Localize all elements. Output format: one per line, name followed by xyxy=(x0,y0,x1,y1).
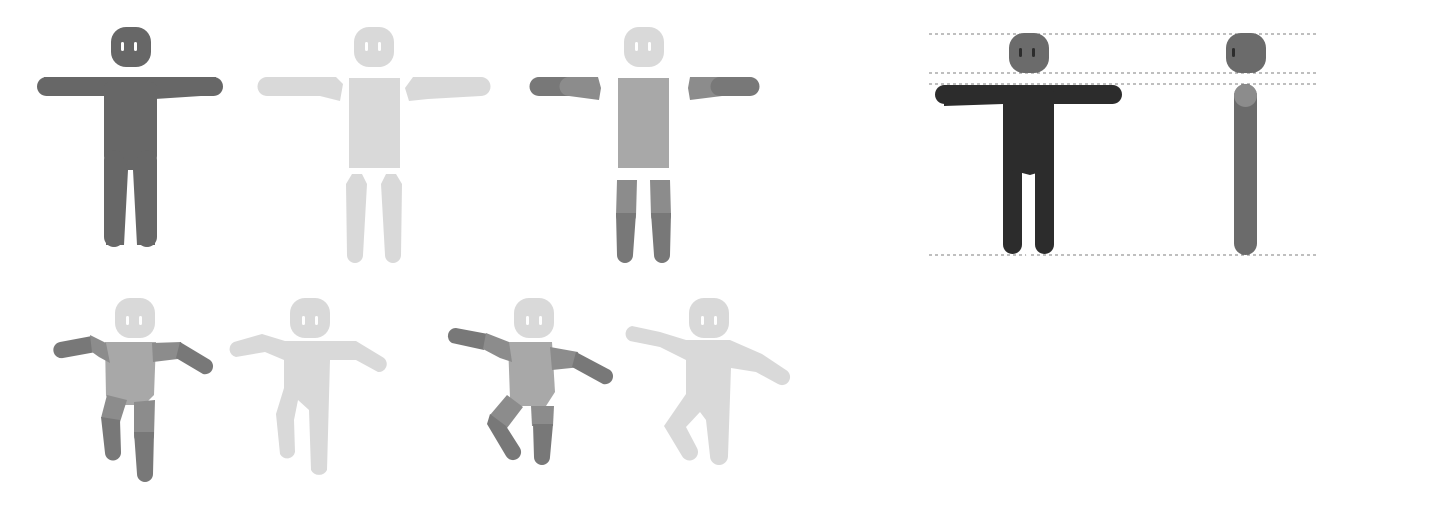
body xyxy=(625,326,791,465)
right-forearm xyxy=(710,77,760,96)
eye-right xyxy=(139,316,142,325)
left-upper-arm xyxy=(483,333,512,362)
left-shin xyxy=(487,414,522,461)
crotch-gap xyxy=(1026,175,1031,257)
right-shin xyxy=(533,424,553,465)
figure-walk-segmented xyxy=(53,298,214,482)
eye-right xyxy=(648,42,651,51)
eye-left xyxy=(302,316,305,325)
right-shin xyxy=(134,432,154,482)
eye-left xyxy=(701,316,704,325)
torso xyxy=(349,78,400,168)
right-forearm xyxy=(176,342,214,375)
left-forearm xyxy=(447,327,488,350)
eye-right xyxy=(134,42,137,51)
left-thigh xyxy=(490,395,523,428)
head xyxy=(1226,33,1266,73)
eye-left xyxy=(635,42,638,51)
head xyxy=(1009,33,1049,73)
figure-tpose-parts-light xyxy=(257,27,491,263)
left-shin xyxy=(616,213,636,263)
left-forearm xyxy=(53,336,96,359)
figure-side-view-proportions xyxy=(1226,33,1266,255)
head xyxy=(290,298,330,338)
torso xyxy=(618,78,669,168)
eye-right xyxy=(378,42,381,51)
torso xyxy=(105,342,156,405)
eye-left xyxy=(126,316,129,325)
eye-left xyxy=(365,42,368,51)
left-upper-arm xyxy=(559,77,601,100)
eye-left xyxy=(121,42,124,51)
head xyxy=(624,27,664,67)
eye-left xyxy=(1019,48,1022,57)
left-arm xyxy=(257,77,343,101)
right-leg xyxy=(381,174,402,263)
body xyxy=(935,85,1122,254)
right-arm xyxy=(405,77,491,101)
right-shin xyxy=(651,213,671,263)
shoulder-joint xyxy=(1234,84,1257,107)
proportion-guides xyxy=(929,33,1316,256)
body xyxy=(37,77,223,247)
right-forearm xyxy=(572,352,614,385)
torso xyxy=(508,342,555,406)
eye-right xyxy=(1032,48,1035,57)
right-thigh xyxy=(531,406,554,426)
head xyxy=(354,27,394,67)
left-thigh xyxy=(101,395,127,422)
body xyxy=(1234,84,1257,255)
figure-tpose-front-proportions xyxy=(935,33,1122,257)
head xyxy=(689,298,729,338)
left-leg xyxy=(346,174,367,263)
left-upper-arm xyxy=(90,335,110,363)
head xyxy=(514,298,554,338)
eye-left xyxy=(526,316,529,325)
figure-kick-light xyxy=(625,298,791,465)
left-shin xyxy=(101,417,122,461)
body xyxy=(229,334,387,475)
head xyxy=(111,27,151,67)
figure-tpose-solid-dark xyxy=(37,27,223,247)
eye-right xyxy=(714,316,717,325)
eye-right xyxy=(315,316,318,325)
figure-tpose-segmented xyxy=(529,27,760,263)
figure-kick-segmented xyxy=(447,298,614,465)
head xyxy=(115,298,155,338)
figure-walk-light xyxy=(229,298,387,475)
eye-right xyxy=(539,316,542,325)
eye xyxy=(1232,48,1235,57)
